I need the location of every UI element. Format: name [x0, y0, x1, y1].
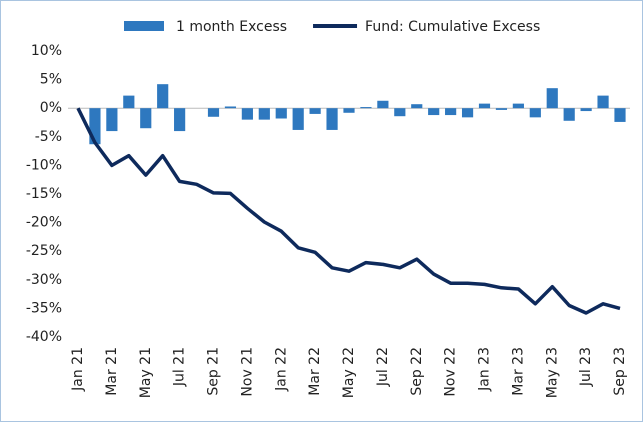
y-tick-label: -35% — [26, 300, 62, 316]
x-tick-label: Jul 22 — [375, 347, 391, 387]
x-tick-label: Sep 23 — [612, 347, 628, 396]
x-tick-label: Nov 22 — [443, 347, 459, 397]
bar — [157, 84, 169, 109]
bar — [123, 95, 135, 109]
bar — [411, 104, 423, 109]
y-tick-label: -5% — [35, 129, 62, 145]
legend-swatch — [124, 21, 164, 31]
x-tick-label: Jan 22 — [273, 347, 289, 392]
bar — [495, 108, 508, 110]
x-tick-label: Mar 23 — [510, 347, 526, 396]
line — [76, 107, 621, 315]
bar — [512, 103, 524, 109]
y-tick-label: -30% — [26, 272, 62, 288]
x-tick-label: May 22 — [341, 347, 357, 398]
bar — [343, 108, 355, 113]
x-tick-label: Nov 21 — [239, 347, 255, 397]
x-tick-label: Mar 21 — [104, 347, 120, 396]
legend-label: Fund: Cumulative Excess — [365, 19, 540, 35]
bar — [394, 108, 406, 117]
bar — [224, 106, 237, 109]
bar — [461, 108, 474, 118]
bar — [563, 108, 575, 121]
bar — [89, 108, 101, 145]
x-tick-label: Jul 23 — [578, 347, 594, 387]
legend-label: 1 month Excess — [176, 19, 287, 35]
bar — [529, 108, 541, 118]
bar — [326, 108, 338, 130]
bar — [275, 108, 287, 119]
x-tick-label: Sep 22 — [409, 347, 425, 396]
bar — [614, 108, 626, 122]
x-tick-label: May 21 — [138, 347, 154, 398]
bar — [546, 88, 558, 109]
x-tick-label: Jul 21 — [172, 347, 188, 387]
y-tick-label: -40% — [26, 329, 62, 345]
bar — [207, 108, 220, 117]
y-tick-label: -20% — [26, 215, 62, 231]
bar — [106, 108, 118, 132]
x-tick-label: Mar 22 — [307, 347, 323, 396]
x-tick-label: Sep 21 — [206, 347, 222, 396]
x-tick-label: Jan 21 — [70, 347, 86, 392]
y-tick-label: -15% — [26, 186, 62, 202]
bar — [360, 107, 372, 109]
y-tick-label: -10% — [26, 157, 62, 173]
bar — [445, 108, 457, 116]
bar — [377, 100, 389, 109]
bar — [597, 95, 609, 109]
bar — [428, 108, 440, 116]
bar — [292, 108, 304, 130]
y-tick-label: 5% — [40, 72, 62, 88]
bar — [309, 108, 321, 114]
bar — [580, 108, 592, 112]
bar — [258, 108, 270, 120]
bar — [478, 103, 491, 109]
bar — [241, 108, 253, 120]
x-tick-label: May 23 — [544, 347, 560, 398]
x-tick-label: Jan 23 — [477, 347, 493, 392]
bar — [140, 108, 152, 129]
y-tick-label: 0% — [40, 100, 62, 116]
y-tick-label: 10% — [31, 43, 62, 59]
y-tick-label: -25% — [26, 243, 62, 259]
bar — [174, 108, 186, 132]
